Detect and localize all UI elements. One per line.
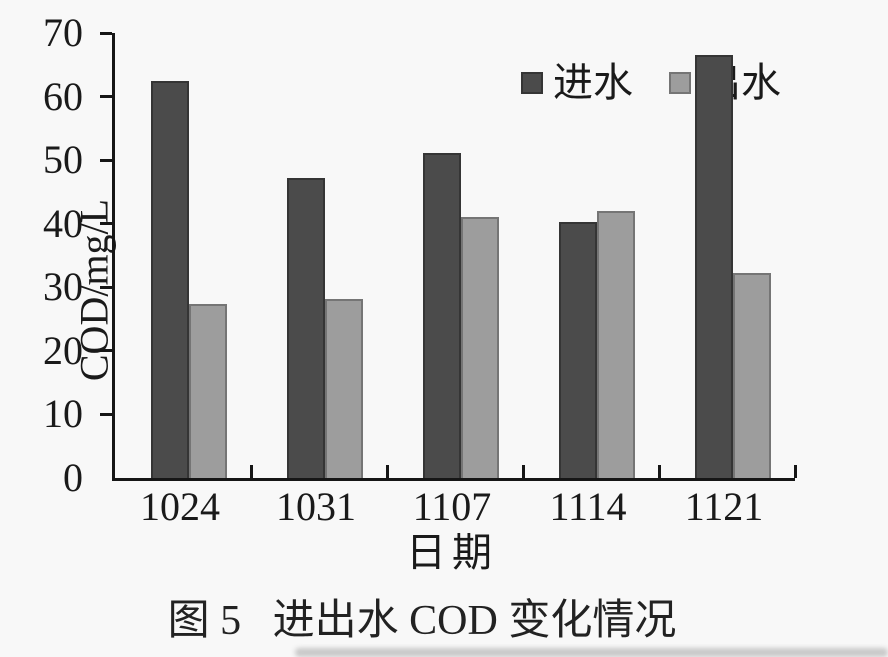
y-tick-label: 20 [43, 327, 83, 373]
bar-进水-1024 [151, 80, 189, 478]
y-tick [100, 31, 112, 35]
outflow-swatch-icon [669, 72, 691, 94]
y-tick [100, 158, 112, 162]
x-tick [249, 465, 253, 478]
y-tick-label: 40 [43, 200, 83, 246]
x-tick [657, 465, 661, 478]
x-tick-label: 1024 [140, 484, 220, 529]
x-tick-label: 1114 [549, 484, 627, 529]
y-tick [100, 412, 112, 416]
bar-出水-1121 [733, 272, 771, 478]
y-tick-label: 50 [43, 137, 83, 183]
y-tick [100, 222, 112, 226]
legend: 进水 出水 [521, 63, 781, 103]
y-tick-label: 60 [43, 73, 83, 119]
x-tick [793, 465, 797, 478]
y-tick [100, 95, 112, 99]
bar-进水-1121 [695, 55, 733, 478]
figure-caption: 图 5 进出水 COD 变化情况 [167, 598, 677, 644]
y-tick-label: 30 [43, 264, 83, 310]
plot-area: 进水 出水 [100, 31, 797, 481]
bar-进水-1114 [559, 222, 597, 478]
y-tick-label: 70 [43, 10, 83, 55]
bar-进水-1031 [287, 177, 325, 478]
bar-出水-1024 [189, 304, 227, 478]
bar-出水-1031 [325, 298, 363, 478]
x-tick [521, 465, 525, 478]
bar-进水-1107 [423, 152, 461, 478]
y-tick [100, 285, 112, 289]
legend-item-inflow: 进水 [521, 63, 633, 103]
y-tick-label: 0 [63, 455, 83, 500]
x-tick [385, 465, 389, 478]
y-tick-label: 10 [43, 391, 83, 437]
bar-出水-1114 [597, 211, 635, 478]
x-tick-label: 1107 [412, 484, 492, 529]
x-axis-title: 日期 [406, 530, 498, 575]
inflow-swatch-icon [521, 72, 543, 94]
legend-label-inflow: 进水 [553, 60, 633, 105]
y-tick [100, 349, 112, 353]
x-tick-label: 1031 [276, 484, 356, 529]
page-edge-artifact [295, 648, 888, 657]
bar-出水-1107 [461, 217, 499, 478]
x-tick-label: 1121 [684, 484, 764, 529]
